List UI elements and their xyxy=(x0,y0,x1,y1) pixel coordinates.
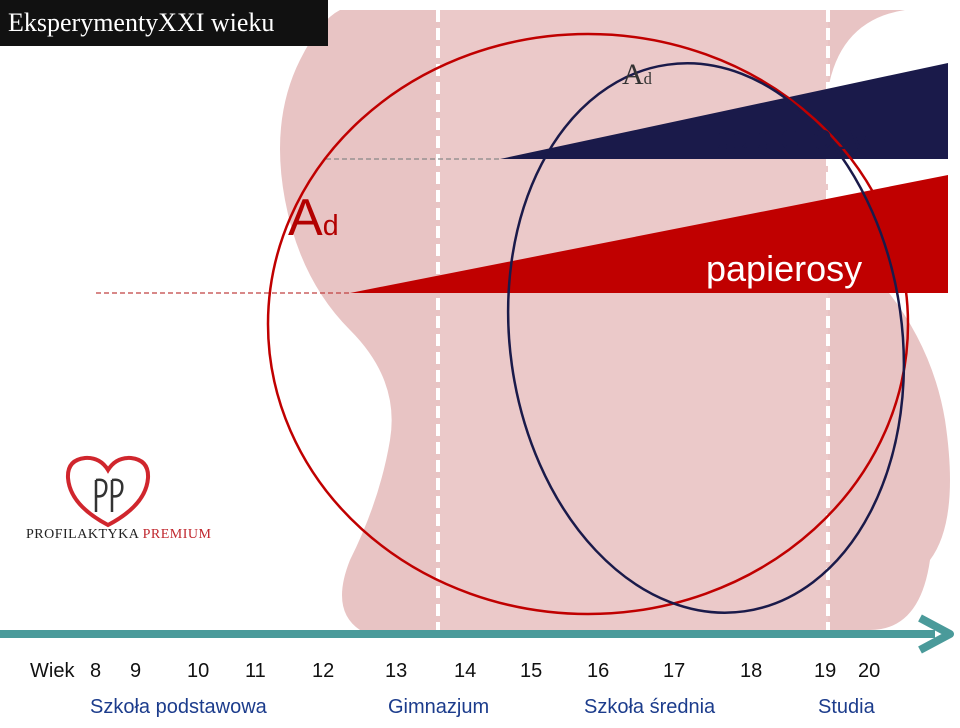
age-tick: 12 xyxy=(312,660,335,682)
school-label-gimnazjum: Gimnazjum xyxy=(388,696,490,718)
page-title: EksperymentyXXI wieku xyxy=(0,0,328,46)
papierosy-label-red: papierosy xyxy=(706,248,863,289)
red-ellipse xyxy=(266,32,910,616)
heart-logo-inner xyxy=(94,478,124,512)
age-tick: 16 xyxy=(587,660,610,682)
age-tick: 17 xyxy=(663,660,686,682)
school-label-studia: Studia xyxy=(818,696,875,718)
age-row: Wiek 8 9 10 11 12 13 14 15 16 17 18 19 2… xyxy=(0,660,960,686)
ad-label-red-sub: d xyxy=(322,210,339,242)
age-label: Wiek xyxy=(30,660,75,682)
logo-text: PROFILAKTYKA PREMIUM xyxy=(26,527,211,543)
age-tick: 18 xyxy=(740,660,763,682)
school-label-podstawowa: Szkoła podstawowa xyxy=(90,696,267,718)
red-wedge xyxy=(350,175,948,293)
age-tick: 19 xyxy=(814,660,837,682)
age-tick: 13 xyxy=(385,660,408,682)
age-tick: 9 xyxy=(130,660,142,682)
ad-label-red-main: A xyxy=(288,189,323,247)
age-tick: 8 xyxy=(90,660,102,682)
logo-text-accent: PREMIUM xyxy=(142,527,212,542)
age-tick: 11 xyxy=(245,660,266,682)
navy-wedge xyxy=(500,63,948,159)
age-tick: 20 xyxy=(858,660,881,682)
timeline-arrowhead xyxy=(918,614,954,654)
ad-label-navy: Ad xyxy=(622,58,652,92)
heart-logo xyxy=(65,455,151,528)
navy-ellipse xyxy=(506,62,906,614)
ad-label-navy-sub: d xyxy=(643,69,652,88)
school-label-srednia: Szkoła średnia xyxy=(584,696,716,718)
age-tick: 14 xyxy=(454,660,477,682)
logo-text-main: PROFILAKTYKA xyxy=(26,527,139,542)
ad-label-red: Ad xyxy=(288,188,339,248)
age-tick: 15 xyxy=(520,660,543,682)
age-tick: 10 xyxy=(187,660,210,682)
ad-label-navy-main: A xyxy=(622,58,644,91)
papierosy-label-navy: papierosy xyxy=(712,116,869,157)
